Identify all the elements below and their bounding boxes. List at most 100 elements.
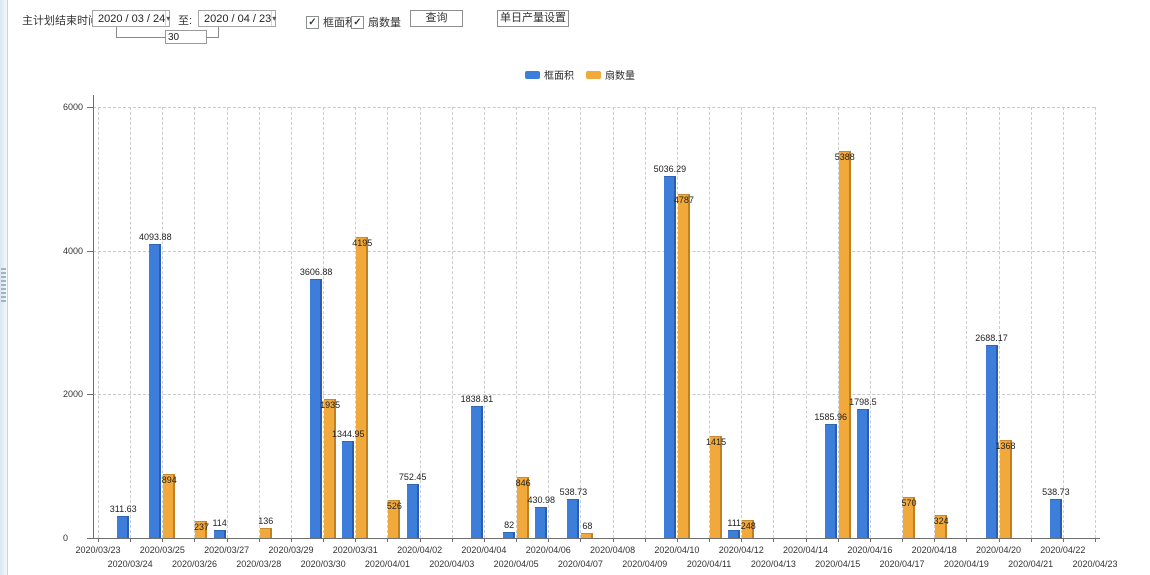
- gridline-vertical: [387, 107, 389, 538]
- x-axis-tick: [612, 538, 614, 542]
- query-button[interactable]: 查询: [410, 10, 463, 27]
- bar-扇数量-2020/04/10: [677, 194, 690, 538]
- x-axis-tick: [709, 538, 711, 542]
- x-tick-label: 2020/04/06: [525, 545, 571, 555]
- x-tick-label: 2020/04/20: [975, 545, 1022, 555]
- gridline-horizontal: [93, 107, 1095, 108]
- gridline-vertical: [516, 107, 518, 538]
- bar-框面积-2020/04/12: [728, 530, 741, 538]
- bar-value-label: 82: [504, 520, 515, 531]
- bar-框面积-2020/04/07: [567, 499, 580, 538]
- bar-value-label: 538.73: [559, 487, 588, 498]
- chevron-down-icon[interactable]: ▾: [165, 11, 170, 26]
- x-tick-label: 2020/04/08: [590, 545, 636, 555]
- bar-框面积-2020/04/16: [856, 408, 869, 538]
- x-axis-tick: [290, 538, 292, 542]
- bar-框面积-2020/04/20: [985, 344, 998, 538]
- x-axis-tick: [580, 538, 582, 542]
- x-axis-tick: [998, 538, 1000, 542]
- bar-框面积-2020/03/25: [149, 243, 162, 538]
- x-axis-tick: [869, 538, 871, 542]
- bar-框面积-2020/04/10: [663, 176, 676, 538]
- legend-item-sash-count[interactable]: 扇数量: [586, 67, 635, 82]
- x-tick-label: 2020/04/01: [364, 559, 410, 569]
- x-tick-label: 2020/03/28: [236, 559, 282, 569]
- chart-legend: 框面积 扇数量: [525, 67, 635, 82]
- interval-days-input[interactable]: [165, 30, 207, 44]
- x-axis-tick: [966, 538, 968, 542]
- x-tick-label: 2020/04/13: [750, 559, 796, 569]
- chevron-down-icon[interactable]: ▾: [271, 11, 276, 26]
- x-axis-tick: [1095, 538, 1096, 542]
- legend-item-frame-area[interactable]: 框面积: [525, 67, 574, 82]
- x-axis-tick: [451, 538, 453, 542]
- x-tick-label: 2020/04/14: [783, 545, 829, 555]
- x-axis-tick: [162, 538, 164, 542]
- gridline-vertical: [323, 107, 325, 538]
- date-from-picker[interactable]: 2020 / 03 / 24 ▾: [92, 10, 170, 27]
- bar-value-label: 1368: [995, 440, 1016, 451]
- x-tick-label: 2020/03/30: [300, 559, 346, 569]
- gridline-vertical: [162, 107, 164, 538]
- y-tick-label: 0: [63, 533, 69, 543]
- bar-value-label: 570: [901, 498, 917, 509]
- legend-label: 框面积: [544, 71, 574, 82]
- frame-area-checkbox[interactable]: ✓ 框面积: [306, 14, 356, 30]
- x-axis-tick: [1030, 538, 1032, 542]
- left-panel-strip: [0, 0, 8, 575]
- gridline-horizontal: [93, 394, 1095, 396]
- bar-扇数量-2020/03/30: [324, 399, 337, 538]
- splitter-grip[interactable]: [1, 268, 6, 302]
- x-tick-label: 2020/03/25: [139, 545, 185, 555]
- bar-value-label: 4093.88: [139, 231, 172, 242]
- bar-框面积-2020/03/24: [117, 515, 130, 538]
- date-to-value: 2020 / 04 / 23: [204, 12, 272, 25]
- y-axis-tick: [87, 107, 93, 108]
- bar-扇数量-2020/03/31: [356, 236, 369, 538]
- bar-value-label: 1415: [706, 437, 727, 448]
- gridline-vertical: [1030, 107, 1032, 538]
- plan-end-time-label: 主计划结束时间:: [22, 15, 103, 27]
- date-to-picker[interactable]: 2020 / 04 / 23 ▾: [198, 10, 276, 27]
- bar-框面积-2020/04/06: [535, 507, 548, 538]
- date-range-connector-left: [116, 27, 166, 38]
- bar-框面积-2020/04/15: [824, 424, 837, 538]
- bar-value-label: 114: [212, 517, 227, 528]
- bar-value-label: 1838.81: [460, 393, 494, 404]
- gridline-vertical: [902, 107, 904, 538]
- gridline-vertical: [676, 107, 678, 538]
- bar-value-label: 3606.88: [299, 266, 333, 277]
- bar-框面积-2020/03/30: [310, 278, 323, 538]
- y-axis-line: [93, 95, 94, 538]
- x-tick-label: 2020/04/12: [718, 545, 764, 555]
- gridline-vertical: [548, 107, 550, 538]
- date-range-connector-right: [204, 27, 219, 38]
- x-tick-label: 2020/04/10: [654, 545, 700, 555]
- bar-value-label: 538.73: [1042, 487, 1070, 498]
- bar-value-label: 752.45: [398, 471, 427, 482]
- x-axis-tick: [1062, 538, 1064, 542]
- bar-value-label: 324: [933, 515, 949, 526]
- x-tick-label: 2020/04/16: [847, 545, 893, 555]
- x-axis-tick: [483, 538, 485, 542]
- daily-output-settings-button[interactable]: 单日产量设置: [497, 10, 569, 27]
- bar-value-label: 68: [582, 521, 593, 532]
- x-axis-tick: [741, 538, 743, 542]
- bar-扇数量-2020/04/01: [388, 500, 401, 538]
- frame-area-swatch: [525, 70, 540, 79]
- bar-扇数量-2020/04/07: [581, 533, 594, 538]
- gridline-vertical: [226, 107, 228, 538]
- gridline-vertical: [355, 107, 357, 538]
- bar-value-label: 1585.96: [814, 412, 847, 423]
- gridline-vertical: [98, 107, 99, 538]
- bar-扇数量-2020/04/15: [838, 150, 851, 538]
- x-tick-label: 2020/04/19: [943, 559, 989, 569]
- x-axis-tick: [355, 538, 357, 542]
- sash-count-checkbox[interactable]: ✓ 扇数量: [351, 14, 401, 30]
- bar-value-label: 1798.5: [849, 396, 877, 407]
- bar-框面积-2020/04/22: [1049, 499, 1062, 538]
- date-from-value: 2020 / 03 / 24: [98, 12, 166, 25]
- gridline-vertical: [290, 107, 292, 538]
- gridline-vertical: [869, 107, 871, 538]
- x-axis-tick: [98, 538, 99, 542]
